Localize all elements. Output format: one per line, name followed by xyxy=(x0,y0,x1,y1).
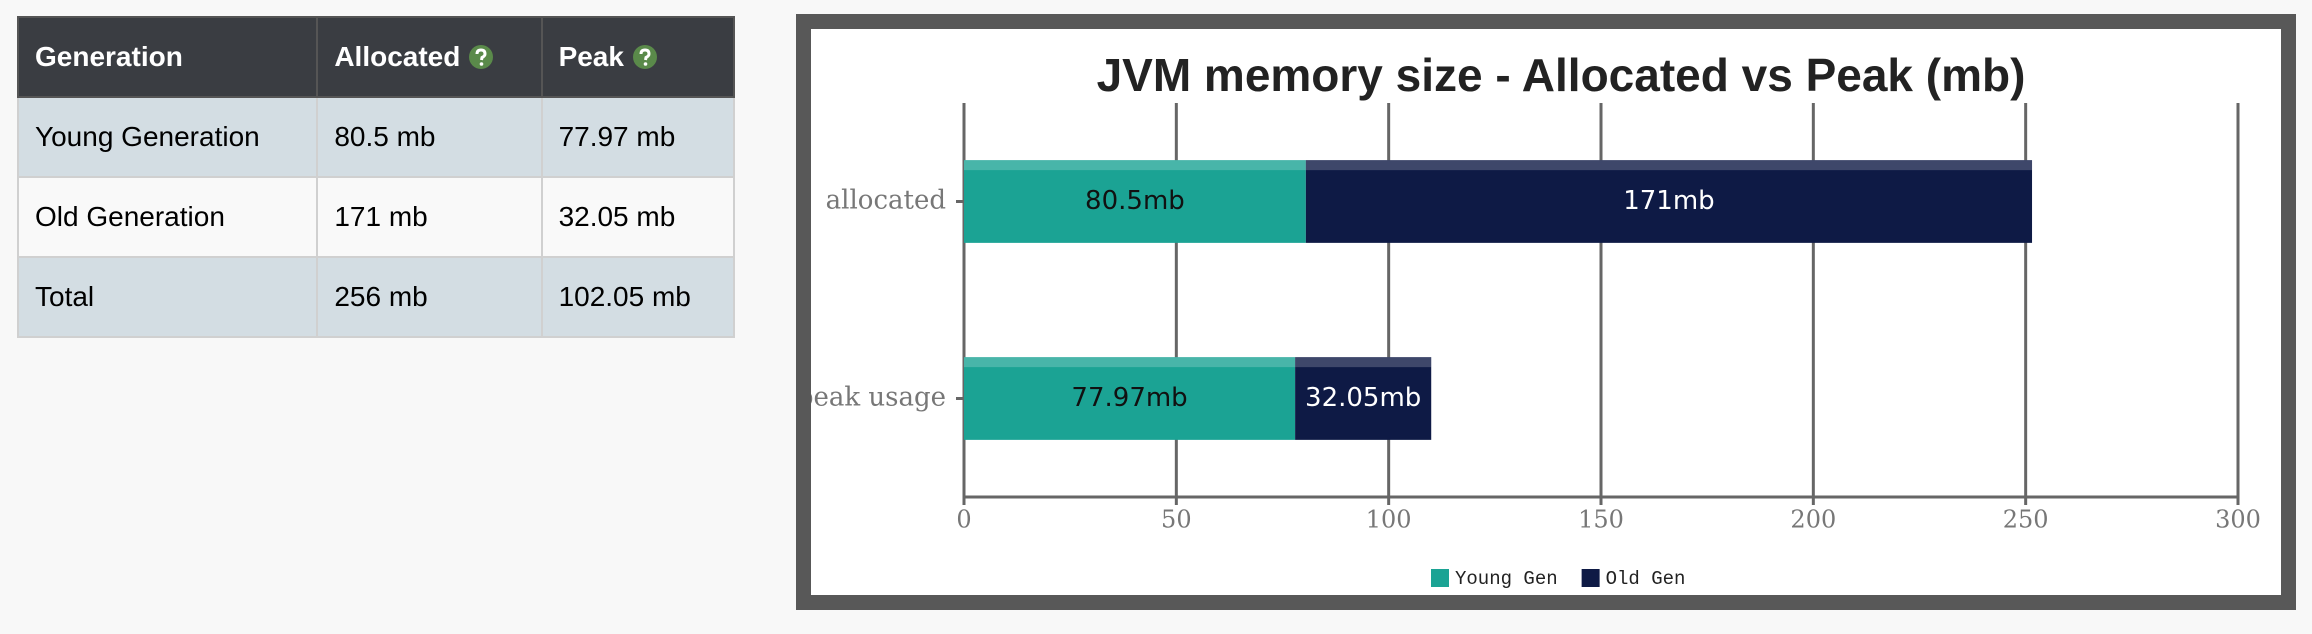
table-row: Old Generation 171 mb 32.05 mb xyxy=(16,176,736,258)
chart-panel: JVM memory size - Allocated vs Peak (mb)… xyxy=(796,14,2296,610)
bar xyxy=(1295,357,1432,440)
header-cell: Generation xyxy=(16,16,319,98)
table-cell: 32.05 mb xyxy=(540,176,736,258)
bar-highlight xyxy=(964,357,1296,368)
x-tick-label: 100 xyxy=(1366,506,1412,534)
y-tick-label: allocated xyxy=(826,186,946,216)
x-tick-label: 50 xyxy=(1161,506,1192,534)
table-cell: Total xyxy=(16,256,319,338)
help-icon[interactable] xyxy=(468,44,494,70)
bar xyxy=(1305,160,2033,243)
bar-label: 80.5mb xyxy=(1085,186,1185,216)
chart-title: JVM memory size - Allocated vs Peak (mb) xyxy=(1097,49,2026,101)
bar xyxy=(964,357,1296,440)
x-tick-label: 150 xyxy=(1578,506,1624,534)
bar-highlight xyxy=(1295,357,1432,368)
bar-label: 171mb xyxy=(1623,186,1714,216)
header-text: Generation xyxy=(35,41,183,72)
legend-swatch xyxy=(1431,569,1449,587)
x-tick-label: 250 xyxy=(2003,506,2049,534)
table-cell: 256 mb xyxy=(316,256,543,338)
bar-highlight xyxy=(964,160,1306,171)
table-row: Young Generation 80.5 mb 77.97 mb xyxy=(16,96,736,178)
y-tick-label: peak usage xyxy=(811,383,946,413)
header-text: Peak xyxy=(558,41,624,72)
table-cell: 77.97 mb xyxy=(540,96,736,178)
bar-label: 32.05mb xyxy=(1305,383,1421,413)
memory-table: Generation Allocated Peak Young Generati… xyxy=(16,16,736,338)
x-tick-label: 300 xyxy=(2215,506,2261,534)
legend-label: Old Gen xyxy=(1606,568,1686,590)
bar xyxy=(964,160,1306,243)
table-body: Young Generation 80.5 mb 77.97 mb Old Gener… xyxy=(16,96,736,338)
header-row: Generation Allocated Peak xyxy=(16,16,736,98)
header-cell: Allocated xyxy=(316,16,543,98)
chart: JVM memory size - Allocated vs Peak (mb)… xyxy=(797,49,2261,590)
table-cell: Young Generation xyxy=(16,96,319,178)
x-tick-label: 200 xyxy=(1790,506,1836,534)
legend-label: Young Gen xyxy=(1455,568,1558,590)
table-row: Total 256 mb 102.05 mb xyxy=(16,256,736,338)
x-tick-label: 0 xyxy=(956,506,971,534)
bar-highlight xyxy=(1305,160,2033,171)
table-cell: 102.05 mb xyxy=(540,256,736,338)
bar-label: 77.97mb xyxy=(1071,383,1187,413)
header-cell: Peak xyxy=(540,16,736,98)
table-cell: 80.5 mb xyxy=(316,96,543,178)
legend-swatch xyxy=(1581,569,1600,587)
table-cell: Old Generation xyxy=(16,176,319,258)
help-icon[interactable] xyxy=(632,44,658,70)
header-text: Allocated xyxy=(334,41,461,72)
table-cell: 171 mb xyxy=(316,176,543,258)
